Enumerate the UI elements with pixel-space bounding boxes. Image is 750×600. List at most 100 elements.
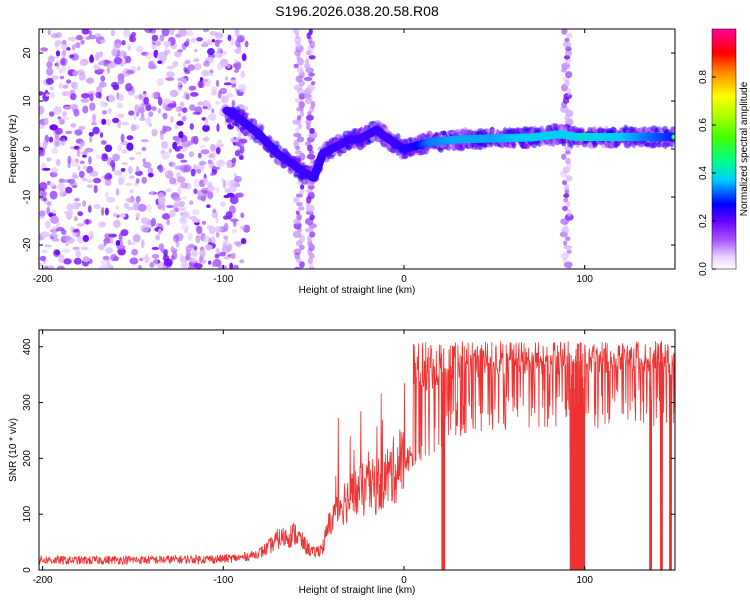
noise-blob [61,40,67,45]
noise-blob [203,178,207,185]
noise-blob [45,77,54,85]
noise-blob [237,132,243,136]
streak-blob [305,119,312,125]
noise-blob [178,29,188,37]
streak-blob [299,234,306,243]
noise-blob [72,246,79,250]
noise-blob [180,212,184,216]
noise-blob [120,133,125,143]
noise-blob [162,125,167,134]
noise-blob [211,86,217,93]
noise-blob [202,106,209,110]
noise-blob [215,79,220,88]
noise-blob [79,60,88,67]
streak-blob [561,226,570,234]
noise-blob [214,39,220,48]
noise-blob [99,132,104,138]
noise-blob [115,188,120,196]
noise-blob [230,139,239,143]
noise-blob [39,142,43,146]
noise-blob [225,160,232,169]
streak-blob [295,127,300,135]
noise-blob [201,259,207,264]
streak-blob [294,266,302,269]
noise-blob [73,257,82,265]
noise-blob [51,75,59,80]
noise-blob [86,184,93,188]
noise-blob [189,104,196,111]
noise-blob [229,79,238,84]
noise-blob [117,248,126,256]
noise-blob [137,66,141,71]
streak-blob [564,150,571,155]
colorbar: 0.0 0.2 0.4 0.6 0.8 Normalized spectral ampl… [698,28,750,276]
colorbar-tick-label: 0.0 [698,262,709,276]
noise-blob [217,90,222,99]
noise-blob [74,197,80,202]
noise-blob [81,93,90,99]
streak-blob [564,37,570,43]
noise-blob [163,258,173,267]
noise-blob [158,243,165,251]
noise-blob [110,29,116,37]
x-tick-label: 0 [401,575,407,586]
noise-blob [136,45,144,53]
noise-blob [209,172,215,176]
noise-blob [105,118,112,126]
noise-blob [201,220,207,225]
noise-blob [82,165,88,170]
noise-blob [73,109,80,117]
streak-blob [561,153,567,160]
noise-blob [231,252,236,260]
noise-blob [99,39,106,44]
streak-blob [295,210,300,216]
noise-blob [112,117,120,124]
noise-blob [151,106,157,111]
noise-blob [170,116,174,123]
noise-blob [151,128,158,137]
noise-blob [135,151,142,155]
snr-line [39,341,675,570]
streak-blob [565,71,573,79]
noise-blob [60,187,64,196]
noise-blob [176,153,185,160]
noise-blob [211,236,216,245]
noise-blob [62,248,70,254]
noise-blob [104,233,111,239]
streak-blob [306,50,312,56]
noise-blob [166,71,175,78]
noise-blob [202,124,210,132]
noise-blob [144,29,153,33]
noise-blob [179,253,184,260]
noise-blob [173,234,179,243]
noise-blob [156,77,164,87]
y-tick-label: -20 [22,237,33,252]
noise-blob [82,105,89,114]
noise-blob [215,247,220,253]
noise-blob [74,42,81,49]
noise-blob [190,37,197,43]
noise-blob [238,36,244,43]
noise-blob [97,68,105,73]
noise-blob [141,176,147,184]
streak-blob [567,88,572,96]
noise-blob [73,232,77,237]
noise-blob [126,135,134,141]
noise-blob [172,141,178,150]
streak-blob [564,58,571,65]
noise-blob [92,177,102,184]
noise-blob [190,92,199,97]
streak-blob [304,58,310,65]
noise-blob [40,231,50,238]
x-tick-label: -200 [33,575,53,586]
noise-blob [160,141,169,149]
noise-blob [51,238,60,242]
noise-blob [120,167,126,172]
noise-blob [71,82,77,89]
noise-blob [151,246,159,251]
noise-blob [80,39,85,45]
noise-blob [192,111,201,115]
noise-blob [42,167,51,171]
noise-blob [207,48,215,56]
noise-blob [116,93,124,102]
